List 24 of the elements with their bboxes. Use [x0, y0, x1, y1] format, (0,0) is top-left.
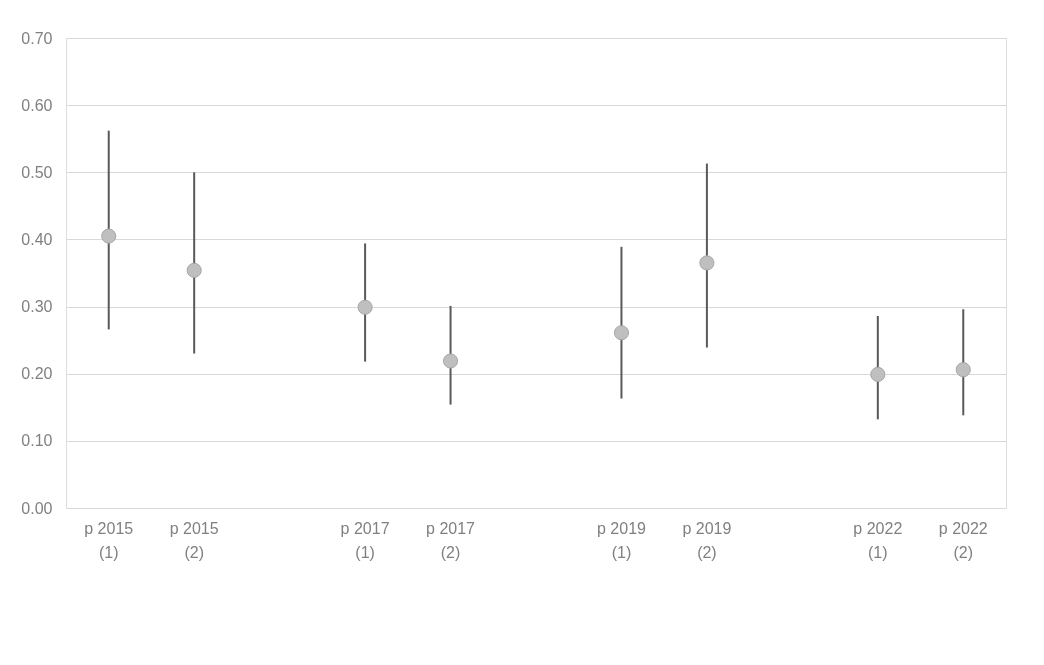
y-tick-label: 0.00	[21, 499, 53, 517]
x-tick-label: p 2022 (2)	[938, 519, 988, 561]
y-tick-label: 0.10	[21, 432, 53, 450]
x-tick-label: p 2017 (1)	[340, 519, 390, 561]
x-tick-label: p 2015 (2)	[169, 519, 219, 561]
point	[101, 228, 117, 244]
y-tick-label: 0.50	[21, 163, 53, 181]
x-tick-label: p 2019 (1)	[596, 519, 647, 561]
point	[699, 255, 715, 271]
y-tick-label: 0.70	[21, 29, 53, 47]
y-tick-label: 0.30	[21, 298, 53, 316]
x-tick-label: p 2015 (1)	[84, 519, 134, 561]
point	[357, 299, 373, 315]
x-tick-label: p 2022 (1)	[853, 519, 903, 561]
point	[186, 262, 202, 278]
point	[870, 366, 886, 382]
y-tick-label: 0.40	[21, 230, 53, 248]
y-tick-label: 0.60	[21, 96, 53, 114]
point	[955, 362, 971, 378]
y-tick-label: 0.20	[21, 365, 53, 383]
point	[442, 353, 459, 369]
x-tick-label: p 2019 (2)	[682, 519, 732, 561]
point	[613, 325, 630, 341]
x-tick-label: p 2017 (2)	[426, 519, 476, 561]
